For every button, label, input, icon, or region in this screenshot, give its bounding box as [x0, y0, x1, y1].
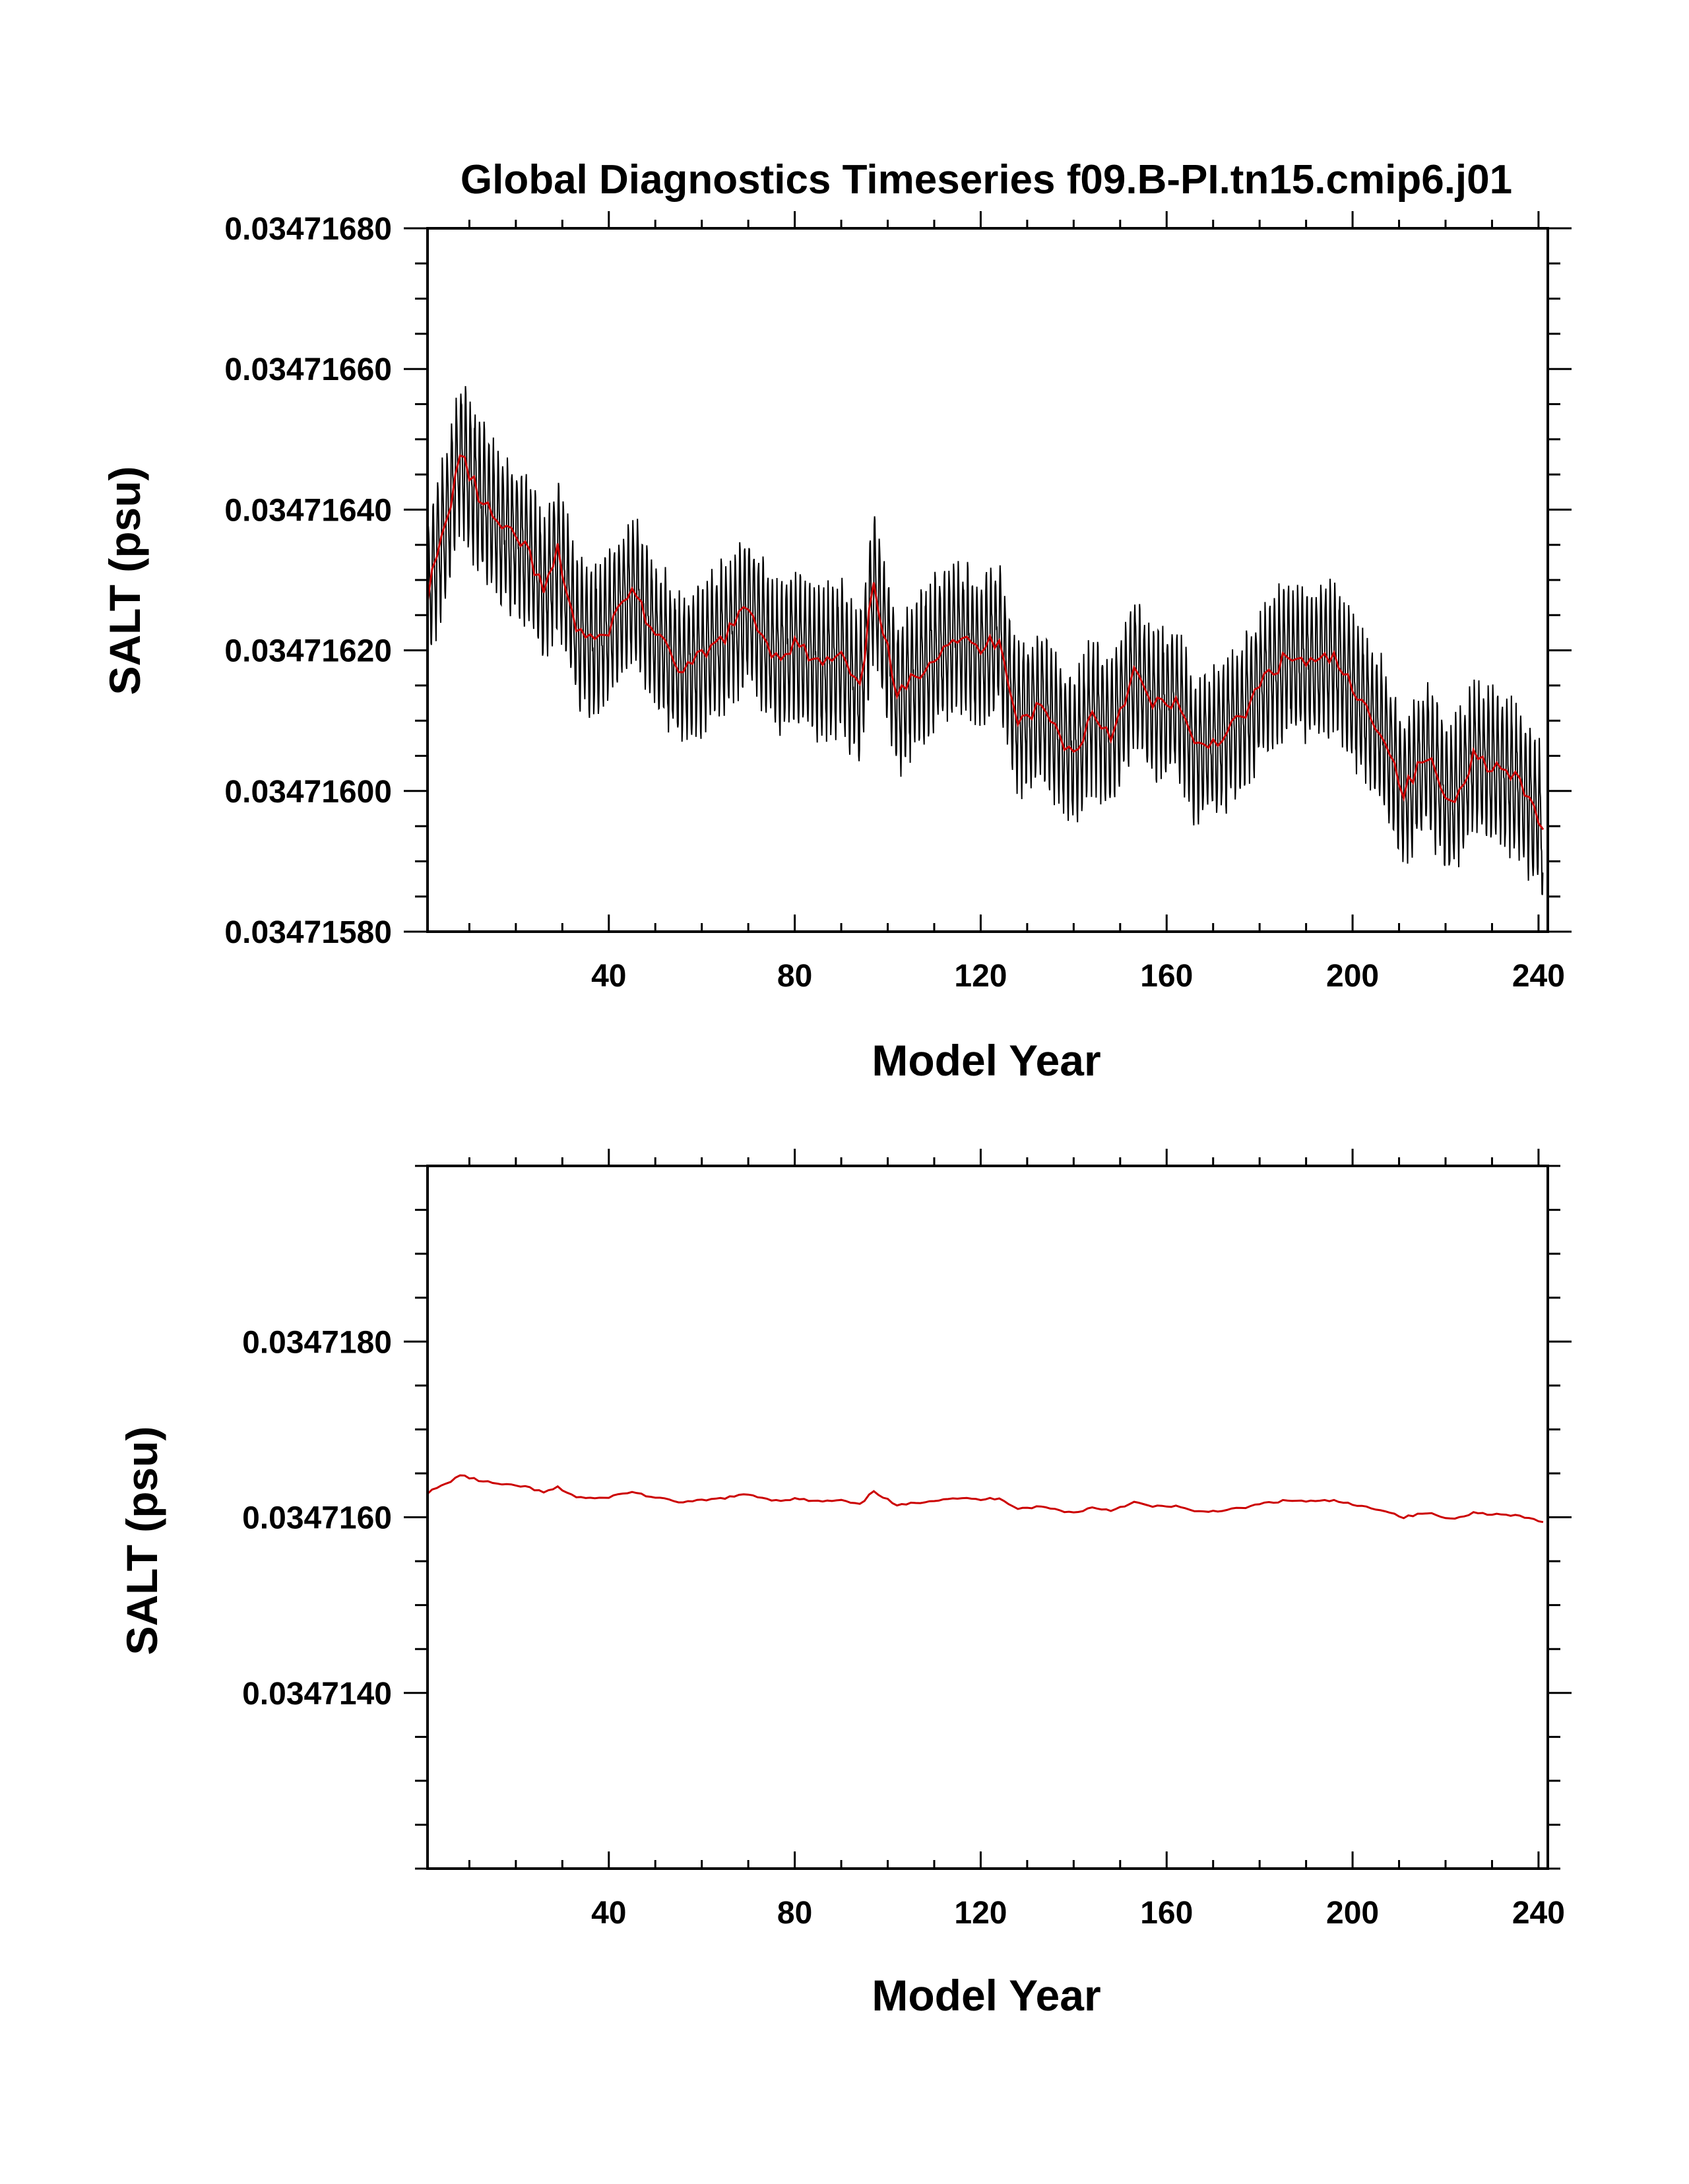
x-tick-label: 40	[591, 1896, 626, 1931]
x-tick-label: 40	[591, 959, 626, 994]
y-tick-label: 0.0347160	[242, 1501, 392, 1536]
y-tick-label: 0.0347180	[242, 1325, 392, 1360]
y-tick-label: 0.03471600	[224, 775, 392, 810]
y-tick-label: 0.03471660	[224, 352, 392, 387]
annual-mean-series-line	[428, 454, 1545, 831]
x-tick-label: 200	[1326, 959, 1379, 994]
x-tick-labels-top: 40 80 120 160 200 240	[591, 959, 1565, 994]
y-axis-label-bottom: SALT (psu)	[117, 1426, 166, 1655]
chart-panel-top: Global Diagnostics Timeseries f09.B-PI.t…	[100, 157, 1572, 1085]
x-tick-label: 120	[954, 1896, 1007, 1931]
x-tick-label: 160	[1140, 959, 1193, 994]
y-tick-label: 0.03471580	[224, 915, 392, 950]
plot-area-bottom	[428, 1474, 1544, 1524]
chart-panel-bottom: 0.0347140 0.0347160 0.0347180 40 80 120 160 20…	[117, 1149, 1572, 2020]
x-tick-label: 80	[777, 1896, 812, 1931]
x-axis-label-top: Model Year	[872, 1036, 1100, 1085]
tick-marks-top	[404, 211, 1572, 933]
y-tick-label: 0.03471620	[224, 634, 392, 669]
x-tick-labels-bottom: 40 80 120 160 200 240	[591, 1896, 1565, 1931]
y-tick-labels-bottom: 0.0347140 0.0347160 0.0347180	[242, 1325, 392, 1712]
x-tick-label: 80	[777, 959, 812, 994]
chart-title: Global Diagnostics Timeseries f09.B-PI.t…	[461, 157, 1512, 203]
x-tick-label: 240	[1512, 959, 1565, 994]
y-axis-label-top: SALT (psu)	[100, 466, 149, 695]
y-tick-labels-top: 0.03471580 0.03471600 0.03471620 0.03471640…	[224, 212, 392, 950]
x-tick-label: 160	[1140, 1896, 1193, 1931]
y-tick-label: 0.03471640	[224, 493, 392, 528]
tick-marks-bottom	[404, 1149, 1572, 1870]
x-tick-label: 240	[1512, 1896, 1565, 1931]
x-tick-label: 200	[1326, 1896, 1379, 1931]
plot-area-top	[428, 386, 1545, 895]
x-tick-label: 120	[954, 959, 1007, 994]
x-axis-label-bottom: Model Year	[872, 1971, 1100, 2020]
annual-mean-series-line	[428, 1474, 1544, 1524]
y-tick-label: 0.03471680	[224, 212, 392, 247]
y-tick-label: 0.0347140	[242, 1677, 392, 1712]
